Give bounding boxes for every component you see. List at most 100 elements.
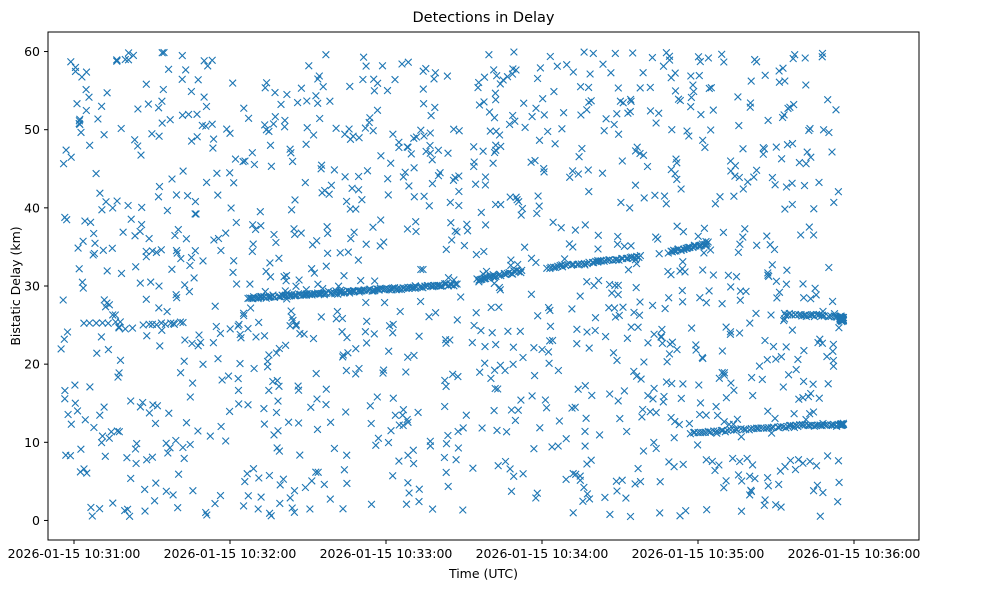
data-point [659, 62, 668, 70]
data-point [782, 183, 791, 191]
data-point [613, 240, 622, 248]
data-point [568, 305, 576, 313]
data-point [111, 311, 120, 319]
data-point [818, 49, 827, 58]
data-point [57, 345, 65, 353]
data-point [791, 465, 800, 474]
data-point [644, 391, 652, 400]
data-point [115, 427, 124, 436]
data-point [384, 347, 393, 355]
data-point [788, 139, 797, 148]
data-point [507, 261, 515, 270]
data-point [137, 151, 145, 159]
data-point [193, 133, 201, 141]
data-point [540, 111, 549, 119]
data-point [288, 504, 296, 512]
data-point [705, 84, 714, 93]
data-point [209, 135, 218, 143]
data-point [402, 500, 411, 508]
data-point [751, 474, 759, 483]
data-point [186, 440, 194, 449]
data-point [469, 464, 477, 472]
data-point [477, 208, 486, 217]
data-point [769, 342, 778, 351]
data-point [124, 49, 133, 57]
data-point [720, 371, 729, 379]
data-point [608, 289, 616, 297]
y-tick-label: 40 [24, 200, 40, 215]
data-point [145, 320, 153, 329]
data-point [345, 125, 353, 133]
data-point [168, 265, 176, 274]
data-point [138, 398, 147, 407]
data-point [235, 320, 243, 329]
data-point [173, 249, 181, 257]
data-point [767, 311, 775, 319]
data-point [674, 95, 683, 103]
data-point [323, 222, 331, 231]
data-point [80, 319, 88, 327]
data-point [739, 185, 748, 193]
data-point [342, 366, 351, 375]
data-point [806, 389, 815, 398]
data-point [263, 357, 272, 366]
data-point [671, 170, 679, 178]
data-point [180, 454, 188, 463]
data-point [585, 344, 593, 352]
data-point [789, 54, 797, 63]
data-point [244, 114, 253, 123]
data-point [730, 426, 738, 434]
data-point [246, 280, 254, 288]
data-point [548, 443, 556, 451]
data-point [125, 512, 134, 521]
data-point [403, 415, 411, 424]
data-point [377, 152, 385, 160]
data-point [800, 181, 809, 190]
data-point [192, 210, 200, 218]
data-point [426, 129, 435, 137]
data-point [726, 157, 735, 165]
data-point [108, 311, 117, 319]
data-point [76, 468, 85, 476]
data-point [705, 287, 713, 295]
data-point [828, 148, 836, 156]
data-point [635, 311, 644, 319]
data-point [388, 329, 397, 337]
data-point [88, 512, 97, 520]
data-point [768, 173, 777, 182]
data-point [481, 342, 489, 351]
data-point [274, 397, 282, 405]
data-point [491, 89, 500, 97]
data-point [509, 472, 518, 481]
data-point [313, 99, 322, 108]
data-point [190, 274, 198, 282]
data-point [182, 235, 191, 243]
data-point [338, 353, 347, 361]
data-point [100, 130, 108, 139]
data-point [96, 411, 104, 419]
data-point [179, 167, 187, 175]
data-point [695, 381, 703, 389]
data-point [120, 506, 129, 515]
data-point [533, 209, 541, 218]
data-point [542, 404, 551, 412]
data-point [411, 217, 420, 226]
data-point [447, 218, 455, 227]
data-point [736, 296, 745, 304]
data-point [158, 48, 166, 57]
data-point [660, 192, 669, 200]
data-point [764, 269, 772, 277]
data-point [155, 282, 163, 290]
data-point [784, 104, 792, 113]
data-point [606, 510, 614, 519]
data-point [419, 99, 428, 108]
data-point [598, 169, 607, 177]
data-point [260, 404, 268, 413]
data-point [610, 120, 618, 129]
data-point [121, 325, 130, 333]
data-point [352, 344, 360, 353]
data-point [679, 257, 687, 266]
data-point [578, 144, 586, 153]
data-point [652, 119, 660, 127]
data-point [355, 364, 363, 373]
